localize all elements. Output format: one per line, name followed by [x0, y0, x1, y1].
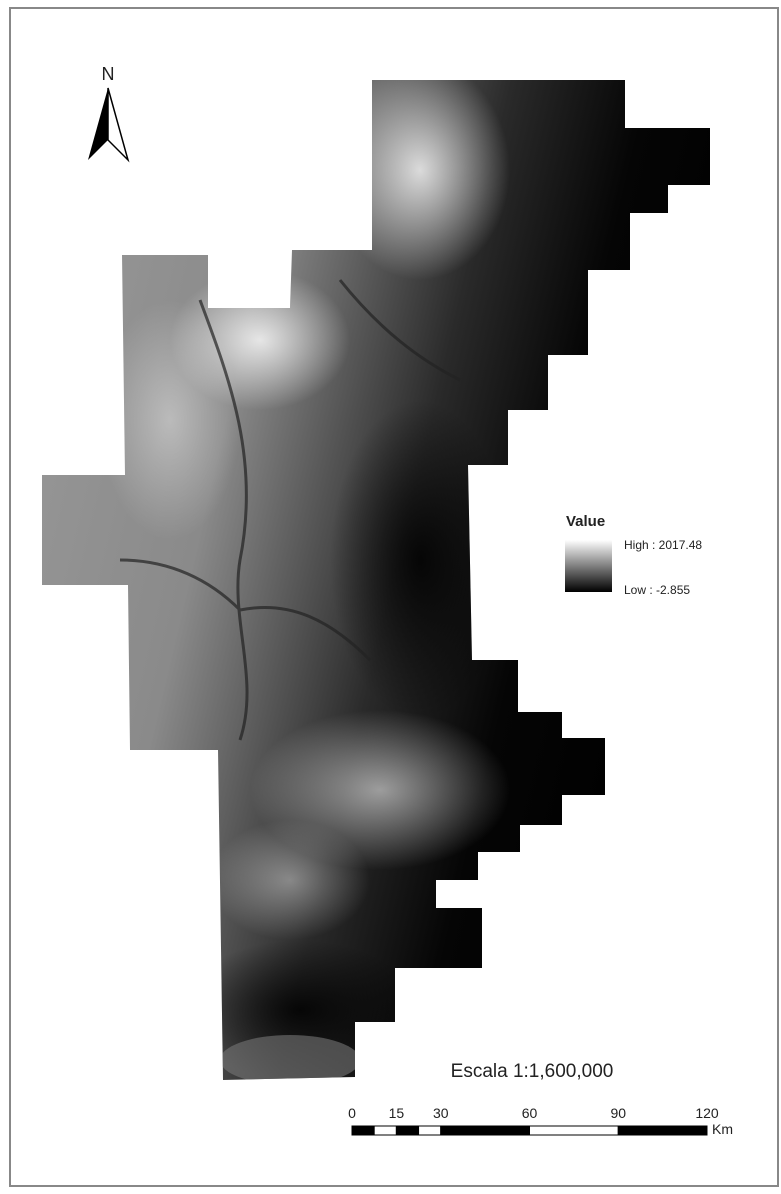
scale-segment: [352, 1126, 374, 1135]
scale-title: Escala 1:1,600,000: [451, 1061, 614, 1082]
north-label: N: [102, 64, 115, 84]
map-page: N Value High : 2017.48 Low : -2.855 Esca…: [0, 0, 781, 1194]
scale-segment: [419, 1126, 441, 1135]
scale-segment: [396, 1126, 418, 1135]
legend-high: High : 2017.48: [624, 538, 702, 552]
legend-title: Value: [566, 513, 605, 530]
scale-segment: [374, 1126, 396, 1135]
scale-segment: [441, 1126, 530, 1135]
legend: Value High : 2017.48 Low : -2.855: [565, 513, 702, 597]
elevation-raster: [40, 60, 720, 1085]
scale-tick-label: 15: [389, 1105, 405, 1121]
north-arrow: N: [88, 64, 128, 160]
scale-tick-label: 30: [433, 1105, 449, 1121]
scale-tick-label: 60: [522, 1105, 538, 1121]
scale-tick-label: 0: [348, 1105, 356, 1121]
scale-tick-label: 90: [610, 1105, 626, 1121]
scale-unit: Km: [712, 1121, 733, 1137]
legend-ramp: [565, 540, 612, 592]
legend-low: Low : -2.855: [624, 583, 690, 597]
scale-tick-label: 120: [695, 1105, 719, 1121]
scale-segment: [530, 1126, 619, 1135]
scale-bar: Escala 1:1,600,000 Km 0 15 30 60 90 120: [348, 1061, 733, 1137]
scale-segment: [618, 1126, 707, 1135]
